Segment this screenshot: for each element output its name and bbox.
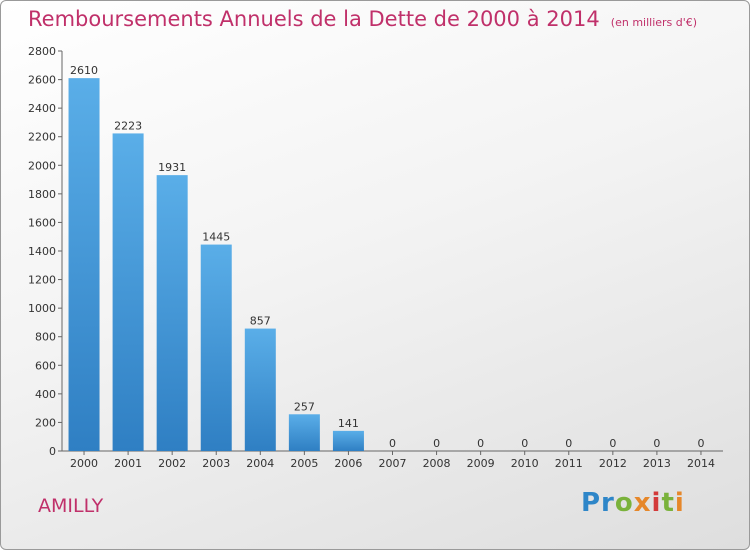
y-tick-label: 2200: [28, 131, 56, 144]
x-tick-label: 2002: [158, 457, 186, 470]
y-tick-label: 1400: [28, 245, 56, 258]
y-tick-label: 2000: [28, 159, 56, 172]
value-label-2007: 0: [389, 437, 396, 450]
x-tick-label: 2014: [687, 457, 715, 470]
value-label-2008: 0: [433, 437, 440, 450]
y-tick-label: 1200: [28, 274, 56, 287]
y-tick-label: 200: [35, 416, 56, 429]
value-label-2003: 1445: [202, 231, 230, 244]
y-tick-label: 800: [35, 331, 56, 344]
x-tick-label: 2005: [290, 457, 318, 470]
x-tick-label: 2011: [555, 457, 583, 470]
value-label-2005: 257: [294, 400, 315, 413]
axes: 0 200 400 600 800 1000 1200 1400 1600 1800 2000 220…: [28, 45, 723, 458]
x-tick-label: 2004: [246, 457, 274, 470]
value-label-2012: 0: [609, 437, 616, 450]
y-tick-label: 1800: [28, 188, 56, 201]
y-tick-label: 2800: [28, 45, 56, 58]
y-tick-label: 400: [35, 388, 56, 401]
value-label-2009: 0: [477, 437, 484, 450]
value-label-2006: 141: [338, 417, 359, 430]
bar-2002: [156, 175, 188, 451]
bars: [68, 78, 364, 452]
x-tick-label: 2007: [379, 457, 407, 470]
x-tick-label: 2001: [114, 457, 142, 470]
x-tick-label: 2006: [334, 457, 362, 470]
x-tick-label: 2013: [643, 457, 671, 470]
y-tick-label: 2400: [28, 102, 56, 115]
bar-2005: [288, 414, 320, 451]
chart-unit-note: (en milliers d'€): [610, 16, 698, 29]
x-tick-label: 2010: [511, 457, 539, 470]
value-label-2001: 2223: [114, 119, 142, 132]
x-tick-label: 2000: [70, 457, 98, 470]
x-tick-label: 2003: [202, 457, 230, 470]
value-label-2004: 857: [250, 315, 271, 328]
bar-2001: [112, 133, 144, 451]
bar-2003: [200, 244, 232, 451]
y-tick-label: 1600: [28, 216, 56, 229]
y-tick-label: 2600: [28, 74, 56, 87]
x-tick-label: 2009: [467, 457, 495, 470]
bar-2004: [244, 328, 276, 451]
value-label-2013: 0: [653, 437, 660, 450]
value-label-2000: 2610: [70, 64, 98, 77]
value-label-2014: 0: [697, 437, 704, 450]
y-tick-label: 600: [35, 359, 56, 372]
x-tick-label: 2012: [599, 457, 627, 470]
chart-title: Remboursements Annuels de la Dette de 20…: [28, 7, 600, 31]
y-tick-label: 0: [49, 445, 56, 458]
bar-2000: [68, 78, 100, 452]
y-tick-label: 1000: [28, 302, 56, 315]
value-label-2011: 0: [565, 437, 572, 450]
value-label-2010: 0: [521, 437, 528, 450]
city-name: AMILLY: [38, 495, 104, 517]
proxiti-logo: Proxiti: [581, 488, 685, 518]
bar-2006: [332, 430, 364, 451]
x-tick-label: 2008: [423, 457, 451, 470]
chart-title-area: Remboursements Annuels de la Dette de 20…: [28, 7, 697, 31]
value-labels: 2000 2610 2001 2223 2002 1931 2003 1445 2004 857 2…: [70, 64, 715, 470]
value-label-2002: 1931: [158, 161, 186, 174]
